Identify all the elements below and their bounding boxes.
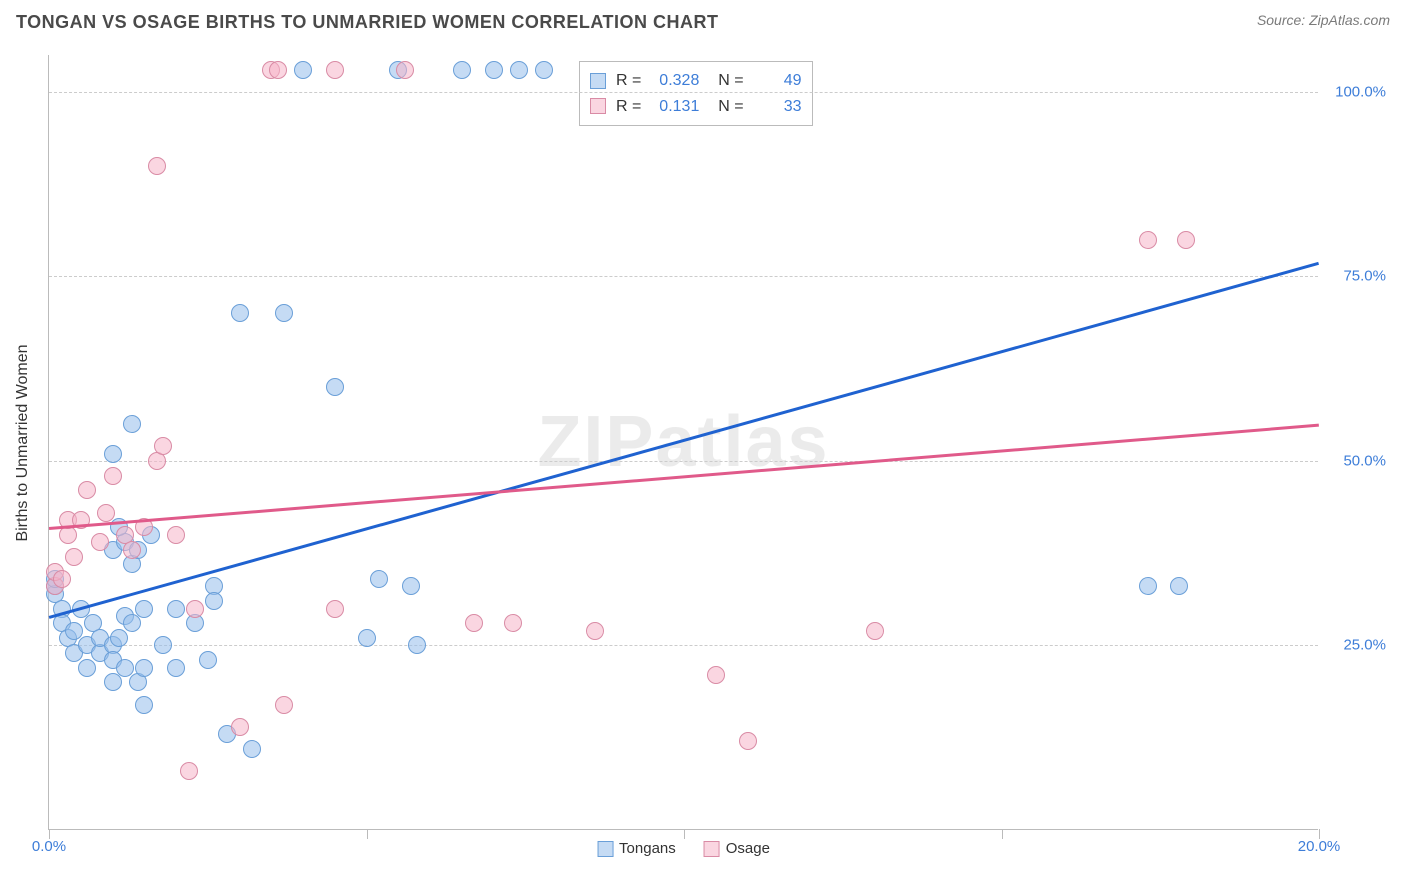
scatter-point: [91, 533, 109, 551]
y-tick-label: 100.0%: [1335, 83, 1386, 100]
scatter-point: [154, 636, 172, 654]
scatter-point: [294, 61, 312, 79]
gridline-h: [49, 461, 1318, 462]
scatter-point: [510, 61, 528, 79]
scatter-point: [231, 718, 249, 736]
watermark: ZIPatlas: [537, 401, 829, 483]
scatter-point: [167, 659, 185, 677]
scatter-point: [370, 570, 388, 588]
stat-n-label: N =: [709, 68, 743, 94]
x-tick-label: 20.0%: [1298, 838, 1341, 855]
legend-swatch: [704, 841, 720, 857]
scatter-point: [1139, 577, 1157, 595]
y-axis-label: Births to Unmarried Women: [14, 344, 32, 541]
scatter-point: [586, 622, 604, 640]
scatter-point: [535, 61, 553, 79]
header: TONGAN VS OSAGE BIRTHS TO UNMARRIED WOME…: [16, 12, 1390, 40]
scatter-point: [205, 592, 223, 610]
source-label: Source: ZipAtlas.com: [1257, 12, 1390, 28]
scatter-point: [485, 61, 503, 79]
scatter-point: [104, 467, 122, 485]
scatter-point: [78, 481, 96, 499]
scatter-point: [148, 157, 166, 175]
scatter-point: [465, 614, 483, 632]
scatter-point: [53, 570, 71, 588]
legend-item: Tongans: [597, 840, 676, 857]
scatter-point: [123, 614, 141, 632]
x-tick: [1002, 829, 1003, 839]
scatter-point: [123, 541, 141, 559]
scatter-point: [1177, 231, 1195, 249]
scatter-point: [65, 622, 83, 640]
stat-n-label: N =: [709, 94, 743, 120]
stat-r-label: R =: [616, 68, 641, 94]
plot-area: ZIPatlas R =0.328 N =49R =0.131 N =33 To…: [48, 55, 1318, 830]
stats-row: R = 0.131 N = 33: [590, 94, 802, 120]
stat-n-value: 49: [754, 68, 802, 94]
gridline-h: [49, 92, 1318, 93]
legend-swatch: [590, 98, 606, 114]
scatter-point: [78, 659, 96, 677]
scatter-point: [269, 61, 287, 79]
stat-n-value: 33: [754, 94, 802, 120]
scatter-point: [275, 696, 293, 714]
gridline-h: [49, 276, 1318, 277]
scatter-point: [358, 629, 376, 647]
scatter-point: [326, 378, 344, 396]
gridline-h: [49, 645, 1318, 646]
chart-container: TONGAN VS OSAGE BIRTHS TO UNMARRIED WOME…: [0, 0, 1406, 892]
scatter-point: [180, 762, 198, 780]
scatter-point: [408, 636, 426, 654]
stats-legend-box: R = 0.328 N = 49 R = 0.131 N = 33: [579, 61, 813, 126]
scatter-point: [402, 577, 420, 595]
stat-r-label: R =: [616, 94, 641, 120]
legend-item: Osage: [704, 840, 770, 857]
scatter-point: [326, 600, 344, 618]
x-tick: [684, 829, 685, 839]
scatter-point: [104, 445, 122, 463]
scatter-point: [154, 437, 172, 455]
scatter-point: [1170, 577, 1188, 595]
y-tick-label: 50.0%: [1343, 452, 1386, 469]
scatter-point: [167, 526, 185, 544]
scatter-point: [110, 629, 128, 647]
y-tick-label: 25.0%: [1343, 637, 1386, 654]
legend-label: Tongans: [619, 840, 676, 857]
scatter-point: [707, 666, 725, 684]
scatter-point: [231, 304, 249, 322]
bottom-legend: Tongans Osage: [597, 840, 770, 857]
stat-r-value: 0.131: [651, 94, 699, 120]
scatter-point: [65, 548, 83, 566]
legend-swatch: [597, 841, 613, 857]
scatter-point: [275, 304, 293, 322]
scatter-point: [739, 732, 757, 750]
scatter-point: [123, 415, 141, 433]
scatter-point: [186, 600, 204, 618]
stats-row: R = 0.328 N = 49: [590, 68, 802, 94]
scatter-point: [97, 504, 115, 522]
scatter-point: [243, 740, 261, 758]
legend-swatch: [590, 73, 606, 89]
legend-label: Osage: [726, 840, 770, 857]
x-tick: [367, 829, 368, 839]
scatter-point: [167, 600, 185, 618]
scatter-point: [199, 651, 217, 669]
scatter-point: [866, 622, 884, 640]
scatter-point: [135, 659, 153, 677]
scatter-point: [1139, 231, 1157, 249]
scatter-point: [135, 696, 153, 714]
scatter-point: [453, 61, 471, 79]
y-tick-label: 75.0%: [1343, 268, 1386, 285]
chart-title: TONGAN VS OSAGE BIRTHS TO UNMARRIED WOME…: [16, 12, 1390, 33]
scatter-point: [396, 61, 414, 79]
scatter-point: [135, 600, 153, 618]
scatter-point: [504, 614, 522, 632]
x-tick-label: 0.0%: [32, 838, 66, 855]
scatter-point: [116, 659, 134, 677]
scatter-point: [104, 673, 122, 691]
stat-r-value: 0.328: [651, 68, 699, 94]
scatter-point: [326, 61, 344, 79]
y-axis-label-container: Births to Unmarried Women: [0, 55, 48, 830]
